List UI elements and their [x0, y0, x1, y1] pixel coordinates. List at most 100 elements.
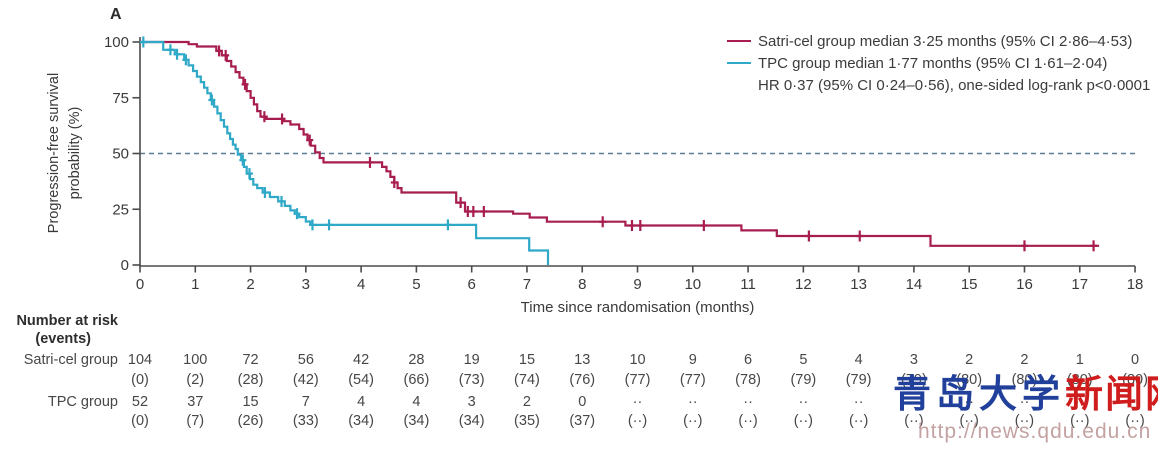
risk-count-tpc-m8: 0: [578, 394, 587, 410]
risk-count-tpc-m17: ··: [1074, 394, 1085, 410]
risk-count-satri-cel-m9: 10: [629, 352, 646, 368]
event-count-tpc-m15: (··): [959, 413, 979, 429]
y-axis-title-line1: Progression-free survival: [46, 72, 62, 234]
watermark-text-blue: 青岛大学: [893, 371, 1066, 416]
watermark-url: http://news.qdu.edu.cn: [918, 420, 1152, 443]
risk-count-tpc-m11: ··: [743, 394, 753, 410]
x-tick-label: 17: [1071, 276, 1088, 293]
event-count-satri-cel-m2: (28): [237, 371, 264, 388]
risk-count-satri-cel-m14: 3: [909, 352, 918, 368]
event-count-tpc-m11: (··): [738, 413, 758, 429]
event-count-satri-cel-m12: (79): [790, 371, 817, 388]
event-count-tpc-m1: (7): [186, 413, 205, 429]
risk-count-tpc-m14: ··: [909, 394, 919, 410]
event-count-satri-cel-m8: (76): [569, 371, 596, 388]
risk-count-tpc-m1: 37: [187, 394, 204, 410]
risk-count-satri-cel-m12: 5: [799, 352, 808, 368]
risk-count-tpc-m7: 2: [522, 394, 531, 410]
x-tick-label: 2: [246, 276, 254, 293]
event-count-satri-cel-m5: (66): [403, 371, 430, 388]
event-count-tpc-m18: (··): [1125, 413, 1145, 429]
event-count-tpc-m3: (33): [292, 413, 319, 429]
risk-table-events-label: (events): [35, 331, 91, 347]
tpc-line-swatch: [727, 61, 751, 65]
risk-count-tpc-m4: 4: [357, 394, 366, 410]
event-count-satri-cel-m4: (54): [348, 371, 375, 388]
event-count-tpc-m8: (37): [569, 413, 596, 429]
x-tick-label: 13: [850, 276, 867, 293]
event-count-satri-cel-m18: (80): [1122, 371, 1148, 388]
risk-count-satri-cel-m17: 1: [1075, 352, 1084, 368]
risk-count-tpc-m15: ··: [964, 394, 975, 410]
risk-count-satri-cel-m0: 104: [127, 352, 153, 368]
risk-count-tpc-m12: ··: [798, 394, 809, 410]
event-count-tpc-m5: (34): [403, 413, 430, 429]
risk-count-tpc-m9: ··: [632, 394, 643, 410]
x-tick-label: 10: [684, 276, 701, 293]
risk-count-satri-cel-m13: 4: [854, 352, 863, 368]
x-tick-label: 14: [906, 276, 923, 293]
legend-label-tpc: TPC group median 1·77 months (95% CI 1·6…: [758, 54, 1108, 72]
event-count-satri-cel-m7: (74): [514, 371, 540, 388]
y-tick-label: 50: [112, 146, 129, 163]
event-count-tpc-m17: (··): [1070, 413, 1090, 429]
event-count-satri-cel-m15: (80): [956, 371, 983, 388]
legend: Satri-cel group median 3·25 months (95% …: [727, 30, 1150, 96]
event-count-satri-cel-m0: (0): [131, 371, 149, 388]
x-tick-label: 5: [412, 276, 420, 293]
x-tick-label: 0: [136, 276, 144, 293]
event-count-tpc-m12: (··): [793, 413, 814, 429]
y-tick-label: 25: [112, 201, 129, 218]
x-tick-label: 7: [523, 276, 531, 293]
km-curve-satri-cel: [140, 40, 1100, 247]
risk-count-satri-cel-m16: 2: [1020, 352, 1029, 368]
event-count-satri-cel-m1: (2): [186, 371, 205, 388]
risk-count-satri-cel-m10: 9: [688, 352, 697, 368]
legend-row-tpc: TPC group median 1·77 months (95% CI 1·6…: [727, 52, 1150, 74]
x-tick-label: 11: [740, 276, 756, 293]
risk-count-tpc-m0: 52: [131, 394, 149, 410]
risk-count-tpc-m10: ··: [687, 394, 698, 410]
event-count-tpc-m6: (34): [458, 413, 485, 429]
event-count-satri-cel-m9: (77): [624, 371, 651, 388]
x-tick-label: 8: [578, 276, 586, 293]
risk-count-satri-cel-m1: 100: [183, 352, 208, 368]
legend-label-satri-cel: Satri-cel group median 3·25 months (95% …: [758, 32, 1133, 50]
risk-count-satri-cel-m5: 28: [408, 352, 425, 368]
risk-row-label-tpc: TPC group: [47, 394, 118, 410]
risk-count-satri-cel-m2: 72: [242, 352, 259, 368]
event-count-tpc-m7: (35): [514, 413, 540, 429]
risk-count-tpc-m13: ··: [853, 394, 864, 410]
legend-row-hazard-ratio: HR 0·37 (95% CI 0·24–0·56), one-sided lo…: [758, 74, 1150, 96]
x-tick-label: 16: [1016, 276, 1033, 293]
risk-count-tpc-m16: ··: [1019, 394, 1030, 410]
risk-count-satri-cel-m15: 2: [965, 352, 974, 368]
x-tick-label: 15: [961, 276, 978, 293]
event-count-satri-cel-m14: (79): [901, 371, 927, 388]
hazard-ratio-text: HR 0·37 (95% CI 0·24–0·56), one-sided lo…: [758, 76, 1151, 94]
risk-count-tpc-m3: 7: [301, 394, 310, 410]
risk-count-tpc-m6: 3: [467, 394, 476, 410]
risk-count-satri-cel-m6: 19: [463, 352, 480, 368]
watermark-text-red: 新闻网: [1065, 371, 1158, 416]
event-count-satri-cel-m16: (80): [1011, 371, 1038, 388]
y-tick-label: 100: [104, 34, 129, 51]
risk-count-tpc-m5: 4: [412, 394, 421, 410]
risk-count-satri-cel-m4: 42: [353, 352, 370, 368]
risk-count-satri-cel-m8: 13: [574, 352, 591, 368]
x-tick-label: 1: [191, 276, 199, 293]
x-tick-label: 12: [795, 276, 812, 293]
event-count-tpc-m13: (··): [848, 413, 869, 429]
y-axis-title-line2: probability (%): [67, 106, 83, 200]
event-count-tpc-m9: (··): [627, 413, 648, 429]
risk-count-satri-cel-m7: 15: [518, 352, 536, 368]
risk-count-satri-cel-m3: 56: [297, 352, 314, 368]
x-tick-label: 18: [1127, 276, 1144, 293]
y-tick-label: 75: [112, 90, 129, 107]
risk-table-title: Number at risk: [16, 313, 118, 329]
event-count-tpc-m4: (34): [348, 413, 375, 429]
event-count-satri-cel-m10: (77): [679, 371, 706, 388]
y-tick-label: 0: [121, 257, 129, 274]
